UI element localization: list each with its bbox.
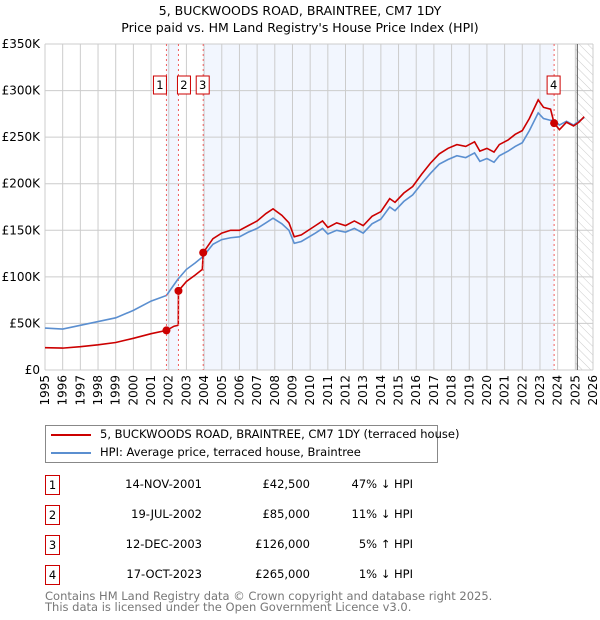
legend-item-property: 5, BUCKWOODS ROAD, BRAINTREE, CM7 1DY (t… (46, 426, 459, 444)
x-tick-label: 2016 (409, 375, 423, 406)
x-tick-label: 2017 (427, 375, 441, 406)
y-tick-label: £250K (2, 130, 42, 144)
x-tick-label: 2026 (586, 375, 600, 406)
x-tick-label: 2018 (445, 375, 459, 406)
transaction-row: 4 17-OCT-2023 £265,000 1% ↓ HPI (45, 565, 425, 585)
shaded-period (203, 44, 555, 370)
footer-copyright: Contains HM Land Registry data © Crown c… (45, 589, 493, 603)
x-tick-label: 2019 (462, 375, 476, 406)
transaction-hpi-diff: 1% ↓ HPI (358, 567, 413, 581)
sale-point (550, 119, 559, 128)
sale-point (199, 248, 208, 257)
footer-licence: This data is licensed under the Open Gov… (45, 600, 412, 614)
transaction-row: 3 12-DEC-2003 £126,000 5% ↑ HPI (45, 535, 425, 555)
transaction-marker: 3 (45, 535, 60, 555)
x-tick-label: 1995 (38, 375, 52, 406)
price-chart: 1 2 3 4 1995 1996 1997 1998 1999 2000 2001 2002 2003… (2, 37, 600, 406)
x-tick-label: 2023 (533, 375, 547, 406)
x-tick-label: 2015 (392, 375, 406, 406)
transaction-date: 14-NOV-2001 (125, 477, 202, 491)
transaction-hpi-diff: 5% ↑ HPI (358, 537, 413, 551)
y-tick-label: £50K (9, 316, 41, 330)
x-tick-label: 2025 (568, 375, 582, 406)
transaction-hpi-diff: 47% ↓ HPI (351, 477, 413, 491)
sale-label: 3 (199, 78, 206, 92)
y-tick-label: £0 (25, 363, 40, 377)
series-line (44, 111, 585, 330)
legend-item-hpi: HPI: Average price, terraced house, Brai… (46, 444, 437, 462)
transaction-price: £265,000 (255, 567, 310, 581)
transaction-marker: 4 (45, 565, 60, 585)
transaction-row: 1 14-NOV-2001 £42,500 47% ↓ HPI (45, 475, 425, 495)
x-tick-label: 2020 (480, 375, 494, 406)
x-tick-label: 1999 (109, 375, 123, 406)
sale-label-box (195, 75, 210, 95)
sale-label: 2 (180, 78, 187, 92)
sale-point (174, 286, 183, 295)
x-tick-label: 1997 (73, 375, 87, 406)
x-tick-label: 2003 (179, 375, 193, 406)
x-tick-label: 2022 (515, 375, 529, 406)
x-tick-label: 2001 (144, 375, 158, 406)
y-tick-label: £150K (2, 223, 42, 237)
sale-label-box (546, 75, 561, 95)
y-tick-label: £200K (2, 177, 42, 191)
transaction-date: 17-OCT-2023 (126, 567, 202, 581)
x-tick-label: 2013 (356, 375, 370, 406)
transaction-price: £42,500 (262, 477, 310, 491)
sale-label-box (176, 75, 191, 95)
legend-swatch-blue (51, 452, 91, 454)
x-tick-label: 2011 (321, 375, 335, 406)
x-tick-label: 2012 (339, 375, 353, 406)
transaction-hpi-diff: 11% ↓ HPI (351, 507, 413, 521)
chart-subtitle: Price paid vs. HM Land Registry's House … (121, 20, 479, 35)
x-tick-label: 2005 (215, 375, 229, 406)
y-tick-label: £300K (2, 84, 42, 98)
legend-label: HPI: Average price, terraced house, Brai… (100, 445, 361, 459)
x-tick-label: 2010 (303, 375, 317, 406)
x-tick-label: 2007 (250, 375, 264, 406)
transaction-row: 2 19-JUL-2002 £85,000 11% ↓ HPI (45, 505, 425, 525)
x-tick-label: 1998 (91, 375, 105, 406)
x-tick-label: 2002 (162, 375, 176, 406)
series-line (44, 98, 585, 349)
chart-legend: 5, BUCKWOODS ROAD, BRAINTREE, CM7 1DY (t… (45, 425, 459, 463)
x-tick-label: 2004 (197, 375, 211, 406)
sale-label: 4 (550, 78, 557, 92)
x-tick-label: 2021 (498, 375, 512, 406)
transaction-marker: 2 (45, 505, 60, 525)
transaction-date: 19-JUL-2002 (131, 507, 202, 521)
x-tick-label: 2006 (232, 375, 246, 406)
sale-label: 1 (156, 78, 163, 92)
transaction-marker: 1 (45, 475, 60, 495)
x-tick-label: 2024 (551, 375, 565, 406)
x-tick-label: 2009 (285, 375, 299, 406)
legend-label: 5, BUCKWOODS ROAD, BRAINTREE, CM7 1DY (t… (100, 427, 460, 441)
sale-label-box (152, 75, 167, 95)
y-tick-label: £350K (2, 37, 42, 51)
legend-swatch-red (51, 434, 91, 436)
x-tick-label: 1996 (56, 375, 70, 406)
chart-title: 5, BUCKWOODS ROAD, BRAINTREE, CM7 1DY (158, 3, 442, 18)
x-tick-label: 2008 (268, 375, 282, 406)
transaction-price: £85,000 (262, 507, 310, 521)
transaction-price: £126,000 (255, 537, 310, 551)
transaction-date: 12-DEC-2003 (125, 537, 202, 551)
sale-point (162, 326, 171, 335)
y-tick-label: £100K (2, 270, 42, 284)
forecast-hatch (575, 44, 593, 370)
x-tick-label: 2014 (374, 375, 388, 406)
x-tick-label: 2000 (126, 375, 140, 406)
